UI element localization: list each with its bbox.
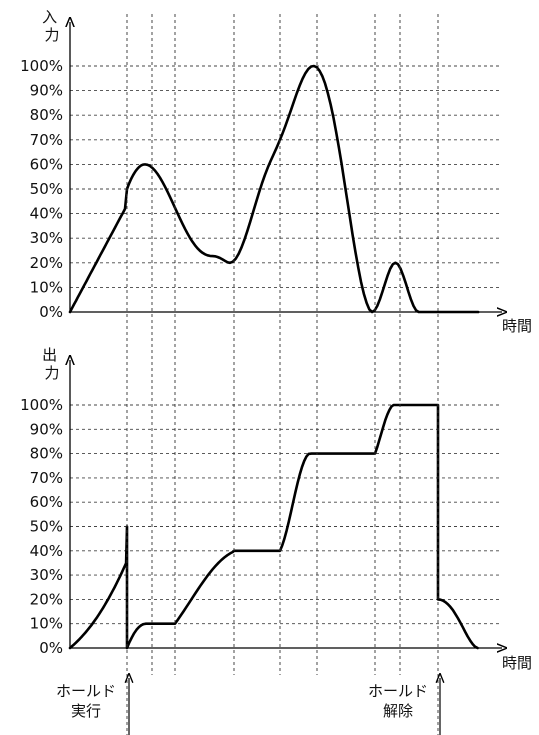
output-x-axis-title: 時間 [502,654,532,672]
input-y-tick-label: 80% [30,106,63,124]
input-y-tick-label: 30% [30,229,63,247]
output-y-tick-label: 30% [30,566,63,584]
input-y-tick-label: 10% [30,278,63,296]
input-chart: 0% 10% 20% 30% 40% 50% 60% 70% 80% 90% 1… [20,8,532,335]
input-y-tick-label: 0% [39,303,63,321]
output-y-tick-label: 70% [30,469,63,487]
hold-execute-label-line1: ホールド [56,682,116,700]
input-y-axis-title: 入 力 [42,8,62,44]
input-x-axis-title: 時間 [502,317,532,335]
input-y-gridlines [70,65,502,288]
input-y-tick-label: 90% [30,82,63,100]
output-y-tick-label: 0% [39,639,63,657]
output-y-tick-label: 60% [30,493,63,511]
input-y-axis-title-char-2: 力 [44,26,59,44]
input-y-tick-label: 40% [30,205,63,223]
input-y-tick-label: 60% [30,155,63,173]
output-y-tick-labels: 0% 10% 20% 30% 40% 50% 60% 70% 80% 90% 1… [20,396,63,657]
input-y-tick-label: 100% [20,57,63,75]
input-y-tick-label: 50% [30,180,63,198]
input-y-axis-title-char-1: 入 [42,8,57,26]
output-series-line [68,403,479,650]
hold-event-execute: ホールド 実行 [56,678,129,735]
input-y-tick-labels: 0% 10% 20% 30% 40% 50% 60% 70% 80% 90% 1… [20,57,63,321]
output-y-tick-label: 80% [30,445,63,463]
hold-event-release: ホールド 解除 [368,678,440,735]
output-y-tick-label: 50% [30,518,63,536]
output-y-tick-label: 40% [30,542,63,560]
output-chart: 0% 10% 20% 30% 40% 50% 60% 70% 80% 90% 1… [20,346,532,672]
output-y-tick-label: 90% [30,420,63,438]
hold-release-label-line2: 解除 [383,702,413,720]
output-y-axis-title-char-2: 力 [44,364,59,382]
output-y-tick-label: 100% [20,396,63,414]
time-guides [126,14,439,735]
output-y-tick-label: 20% [30,590,63,608]
output-y-axis-title-char-1: 出 [42,346,57,364]
input-y-tick-label: 20% [30,254,63,272]
output-y-tick-label: 10% [30,615,63,633]
hold-execute-label-line2: 実行 [71,702,101,720]
hold-release-label-line1: ホールド [368,682,428,700]
output-y-axis-title: 出 力 [42,346,62,382]
input-y-tick-label: 70% [30,131,63,149]
